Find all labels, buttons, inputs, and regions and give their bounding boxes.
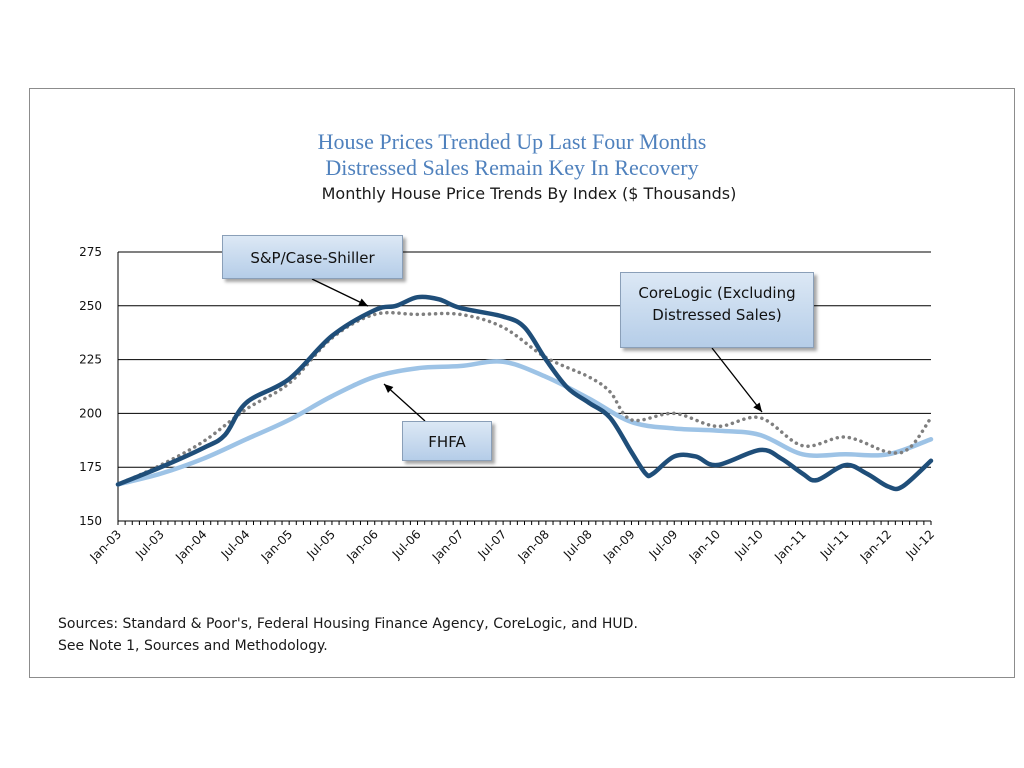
x-tick-label: Jan-04	[172, 527, 210, 565]
x-tick-label: Jul-08	[560, 527, 595, 562]
series-lines	[115, 294, 934, 492]
series-line-corelogic	[116, 310, 933, 487]
callout-case-shiller-label: S&P/Case-Shiller	[250, 249, 375, 267]
callout-arrows	[311, 278, 763, 422]
x-tick-label: Jan-07	[429, 527, 467, 565]
x-tick-label: Jul-06	[389, 527, 424, 562]
y-tick-label: 275	[79, 245, 102, 259]
x-tick-label: Jan-09	[600, 527, 638, 565]
arrow-case-shiller-head	[358, 298, 368, 306]
x-tick-label: Jul-10	[731, 527, 766, 562]
callout-corelogic: CoreLogic (Excluding Distressed Sales)	[620, 272, 814, 348]
x-tick-label: Jul-09	[646, 527, 681, 562]
x-tick-label: Jan-12	[857, 527, 895, 565]
y-tick-label: 150	[79, 514, 102, 528]
callout-fhfa-label: FHFA	[428, 433, 466, 451]
series-line-fhfa	[115, 359, 934, 487]
series-line-case-shiller	[115, 294, 934, 492]
x-tick-label: Jul-05	[303, 527, 338, 562]
callout-fhfa: FHFA	[402, 421, 492, 461]
sources-line2: See Note 1, Sources and Methodology.	[58, 638, 328, 654]
callout-corelogic-line2: Distressed Sales)	[652, 306, 782, 324]
arrow-corelogic-head	[753, 402, 762, 412]
x-tick-label: Jan-11	[771, 527, 809, 565]
x-tick-label: Jan-10	[686, 527, 724, 565]
x-tick-label: Jul-03	[132, 527, 167, 562]
x-tick-label: Jan-08	[514, 527, 552, 565]
y-tick-label: 200	[79, 406, 102, 420]
arrow-fhfa	[383, 383, 426, 422]
x-tick-label: Jul-07	[475, 527, 510, 562]
chart-title-line1: House Prices Trended Up Last Four Months	[317, 129, 707, 154]
x-tick-label: Jan-05	[258, 527, 296, 565]
sources-line1: Sources: Standard & Poor's, Federal Hous…	[58, 616, 638, 632]
y-tick-label: 225	[79, 353, 102, 367]
callout-corelogic-line1: CoreLogic (Excluding	[638, 284, 796, 302]
x-tick-label: Jul-11	[817, 527, 852, 562]
arrow-corelogic	[711, 347, 763, 413]
callout-case-shiller: S&P/Case-Shiller	[222, 235, 403, 279]
sources-note: Sources: Standard & Poor's, Federal Hous…	[58, 613, 638, 657]
y-tick-label: 175	[79, 460, 102, 474]
chart-subtitle: Monthly House Price Trends By Index ($ T…	[321, 184, 737, 203]
x-tick-label: Jan-03	[87, 527, 125, 565]
chart-frame	[29, 88, 1015, 678]
x-tick-label: Jul-12	[902, 527, 937, 562]
chart-title-line2: Distressed Sales Remain Key In Recovery	[325, 155, 699, 180]
x-tick-label: Jan-06	[343, 527, 381, 565]
arrow-case-shiller	[311, 278, 369, 307]
x-tick-label: Jul-04	[218, 527, 253, 562]
arrow-fhfa-head	[384, 384, 394, 393]
y-tick-label: 250	[79, 299, 102, 313]
